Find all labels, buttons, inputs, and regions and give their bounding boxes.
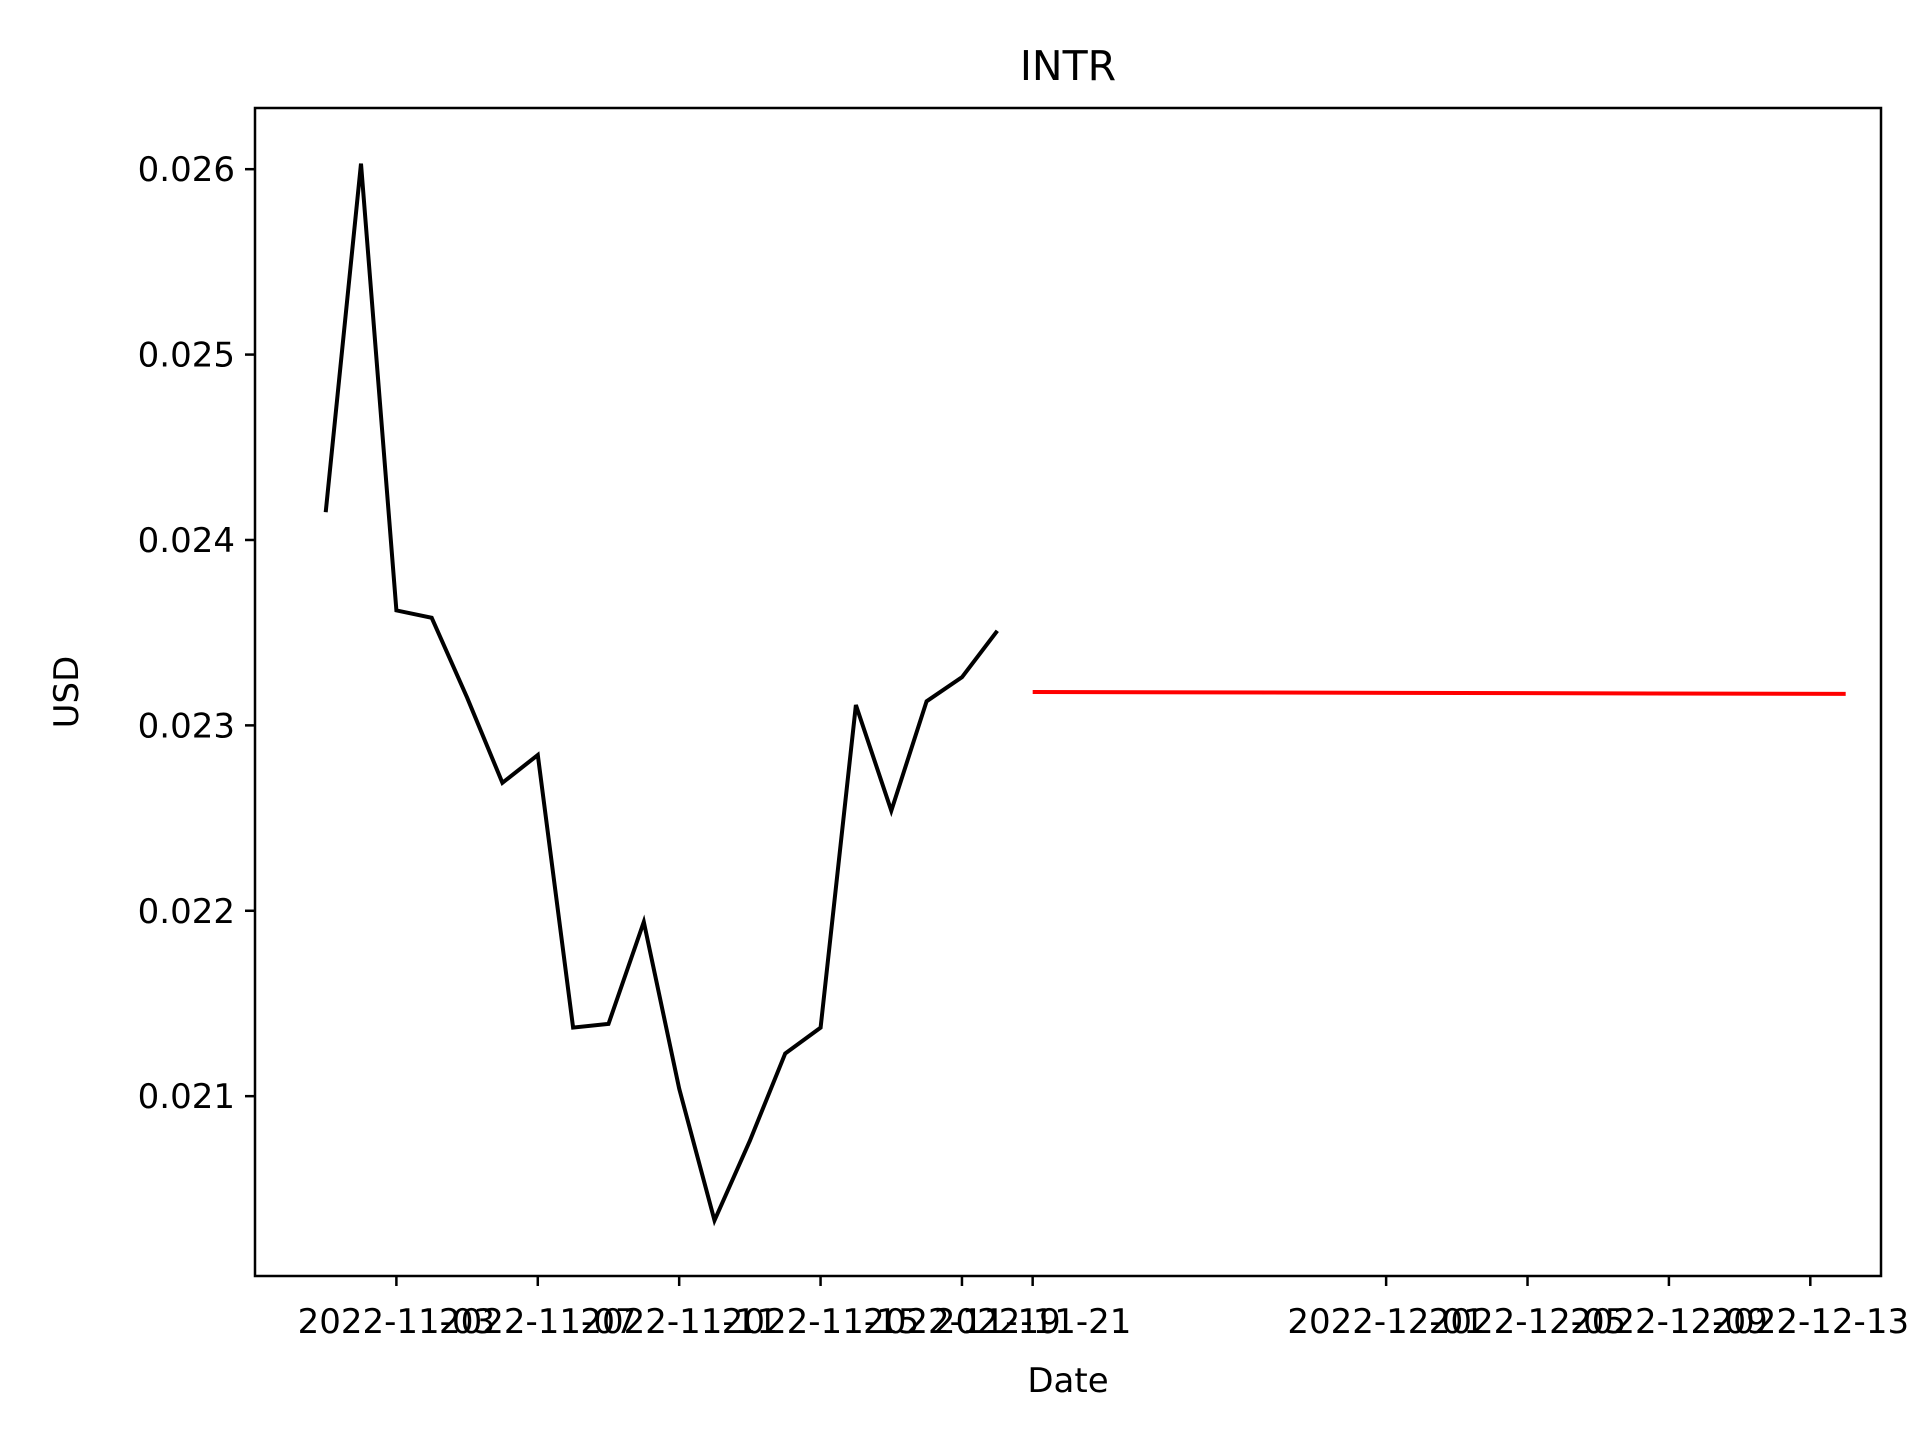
series-layer (323, 163, 1846, 1227)
y-tick-label: 0.025 (138, 336, 235, 376)
series-line-2 (1032, 690, 1846, 696)
chart-title: INTR (1020, 42, 1116, 90)
x-axis-label: Date (1027, 1361, 1108, 1401)
y-axis-label: USD (47, 656, 87, 729)
y-tick-label: 0.022 (138, 892, 235, 932)
x-tick-label: 2022-11-21 (934, 1302, 1132, 1342)
plot-frame (253, 106, 1883, 1278)
x-tick-label: 2022-11-11 (580, 1302, 778, 1342)
x-tick-label: 2022-11-03 (298, 1302, 496, 1342)
series-line-1 (323, 163, 999, 1227)
y-axis: 0.021 0.022 0.023 0.024 0.025 0.026 (138, 150, 255, 1117)
x-tick-label: 2022-12-05 (1429, 1302, 1627, 1342)
x-axis: 2022-11-032022-11-072022-11-112022-11-15… (298, 1276, 1910, 1342)
x-tick-label: 2022-11-19 (863, 1302, 1061, 1342)
x-tick-label: 2022-12-13 (1712, 1302, 1910, 1342)
y-tick-label: 0.024 (138, 521, 235, 561)
x-tick-label: 2022-11-15 (722, 1302, 920, 1342)
y-tick-label: 0.026 (138, 150, 235, 190)
y-tick-label: 0.021 (138, 1077, 235, 1117)
x-tick-label: 2022-11-07 (439, 1302, 637, 1342)
y-tick-label: 0.023 (138, 706, 235, 746)
x-tick-label: 2022-12-01 (1287, 1302, 1485, 1342)
x-tick-label: 2022-12-09 (1570, 1302, 1768, 1342)
